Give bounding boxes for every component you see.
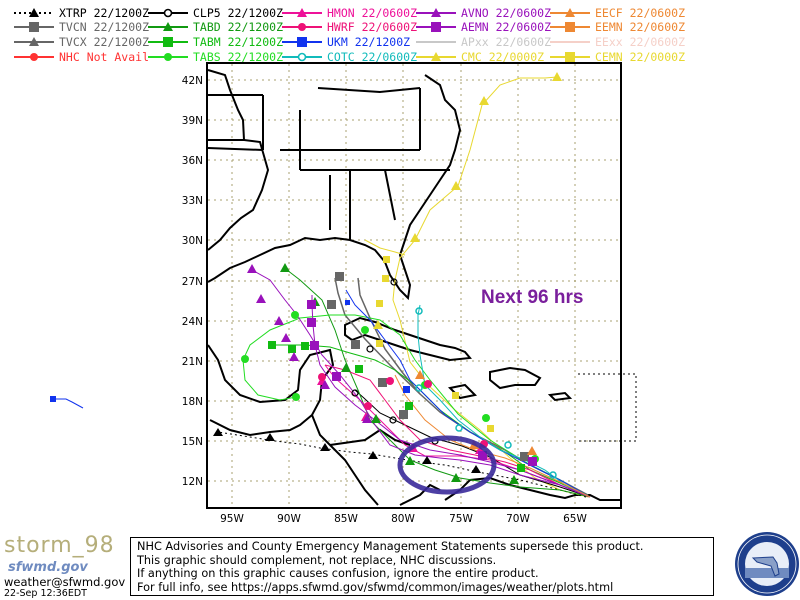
legend-swatch-icon <box>14 8 54 17</box>
lat-label: 18N <box>182 396 203 408</box>
lon-label: 90W <box>277 513 301 525</box>
legend-label: UKM 22/1200Z <box>327 35 411 49</box>
legend-label: EECF 22/0600Z <box>595 6 686 20</box>
legend-item-eecf: EECF 22/0600Z <box>550 6 685 20</box>
legend-swatch-icon <box>14 37 54 46</box>
model-legend: XTRP 22/1200Z TVCN 22/1200Z TVCX 22/1200Z N… <box>0 0 800 64</box>
highlight-ellipse <box>397 435 497 495</box>
legend-swatch-icon <box>550 22 590 32</box>
legend-swatch-icon <box>550 41 590 43</box>
legend-swatch-icon <box>282 37 322 47</box>
lat-label: 27N <box>182 276 203 288</box>
legend-item-apxx: APxx 22/0600Z <box>416 35 551 49</box>
legend-item-tabm: TABM 22/1200Z <box>148 35 283 49</box>
longitude-labels: 95W 90W 85W 80W 75W 70W 65W <box>220 513 587 525</box>
legend-item-aemn: AEMN 22/0600Z <box>416 20 551 34</box>
latitude-labels: 42N 39N 36N 33N 30N 27N 24N 21N 18N 15N 12N <box>182 75 203 488</box>
forecast-window-annotation: Next 96 hrs <box>481 287 584 308</box>
lon-label: 75W <box>449 513 473 525</box>
disclaimer-box: NHC Advisories and County Emergency Mana… <box>130 537 714 596</box>
issue-timestamp: 22-Sep 12:36EDT <box>4 588 87 599</box>
contact-email: weather@sfwmd.gov <box>4 575 126 589</box>
legend-item-tabd: TABD 22/1200Z <box>148 20 283 34</box>
legend-item-eexx: EExx 22/0600Z <box>550 35 685 49</box>
legend-label: TVCX 22/1200Z <box>59 35 150 49</box>
legend-swatch-icon <box>14 22 54 32</box>
legend-label: TABD 22/1200Z <box>193 20 284 34</box>
legend-swatch-icon <box>416 8 456 17</box>
lat-label: 15N <box>182 436 203 448</box>
legend-item-xtrp: XTRP 22/1200Z <box>14 6 149 20</box>
legend-label: HWRF 22/0600Z <box>327 20 418 34</box>
legend-label: NHC Not Avail <box>59 50 150 64</box>
legend-label: APxx 22/0600Z <box>461 35 552 49</box>
legend-label: HMON 22/0600Z <box>327 6 418 20</box>
lat-label: 21N <box>182 356 203 368</box>
region-box <box>578 373 637 442</box>
legend-label: COTC 22/0600Z <box>327 50 418 64</box>
legend-item-eemn: EEMN 22/0600Z <box>550 20 685 34</box>
legend-swatch-icon <box>550 52 590 62</box>
legend-item-ukm: UKM 22/1200Z <box>282 35 410 49</box>
sfwmd-seal-icon <box>735 532 799 596</box>
legend-swatch-icon <box>282 52 322 62</box>
disclaimer-line: This graphic should complement, not repl… <box>137 553 497 567</box>
legend-swatch-icon <box>416 22 456 32</box>
legend-swatch-icon <box>416 41 456 43</box>
legend-item-cemn: CEMN 22/0000Z <box>550 50 685 64</box>
disclaimer-link-line[interactable]: For full info, see https://apps.sfwmd.go… <box>137 580 614 594</box>
lon-label: 95W <box>220 513 244 525</box>
lat-label: 12N <box>182 476 203 488</box>
lat-label: 30N <box>182 235 203 247</box>
lon-label: 70W <box>506 513 530 525</box>
site-logo-text: sfwmd.gov <box>8 560 88 575</box>
lon-label: 85W <box>334 513 358 525</box>
legend-swatch-icon <box>282 23 322 31</box>
legend-label: TABS 22/1200Z <box>193 50 284 64</box>
legend-label: EExx 22/0600Z <box>595 35 686 49</box>
lat-label: 24N <box>182 316 203 328</box>
legend-label: TABM 22/1200Z <box>193 35 284 49</box>
legend-item-hwrf: HWRF 22/0600Z <box>282 20 417 34</box>
storm-id: storm_98 <box>4 533 115 558</box>
legend-label: EEMN 22/0600Z <box>595 20 686 34</box>
lon-label: 65W <box>563 513 587 525</box>
model-tracks <box>217 76 591 498</box>
legend-item-hmon: HMON 22/0600Z <box>282 6 417 20</box>
map-canvas: 42N 39N 36N 33N 30N 27N 24N 21N 18N 15N 12N 95W 90W… <box>50 62 637 525</box>
legend-label: CEMN 22/0000Z <box>595 50 686 64</box>
legend-label: AVNO 22/0600Z <box>461 6 552 20</box>
lon-label: 80W <box>391 513 415 525</box>
legend-item-clp5: CLP5 22/1200Z <box>148 6 283 20</box>
branding-block: storm_98 sfwmd.gov weather@sfwmd.gov 22-… <box>0 533 130 600</box>
legend-item-tvcx: TVCX 22/1200Z <box>14 35 149 49</box>
legend-item-nhc: NHC Not Avail <box>14 50 149 64</box>
legend-swatch-icon <box>148 8 188 18</box>
lat-label: 39N <box>182 115 203 127</box>
legend-label: AEMN 22/0600Z <box>461 20 552 34</box>
legend-item-tabs: TABS 22/1200Z <box>148 50 283 64</box>
legend-label: XTRP 22/1200Z <box>59 6 150 20</box>
disclaimer-line: NHC Advisories and County Emergency Mana… <box>137 540 644 553</box>
legend-label: TVCN 22/1200Z <box>59 20 150 34</box>
legend-swatch-icon <box>148 22 188 31</box>
legend-swatch-icon <box>550 8 590 17</box>
track-map: 42N 39N 36N 33N 30N 27N 24N 21N 18N 15N 12N 95W 90W… <box>0 60 800 530</box>
legend-swatch-icon <box>14 53 54 61</box>
disclaimer-line: If anything on this graphic causes confu… <box>137 567 539 580</box>
lat-label: 33N <box>182 195 203 207</box>
lat-label: 36N <box>182 155 203 167</box>
legend-item-avno: AVNO 22/0600Z <box>416 6 551 20</box>
legend-swatch-icon <box>416 52 456 61</box>
legend-swatch-icon <box>148 37 188 47</box>
legend-label: CLP5 22/1200Z <box>193 6 284 20</box>
legend-swatch-icon <box>148 53 188 61</box>
legend-item-tvcn: TVCN 22/1200Z <box>14 20 149 34</box>
legend-label: CMC 22/0000Z <box>461 50 545 64</box>
legend-item-cotc: COTC 22/0600Z <box>282 50 417 64</box>
legend-swatch-icon <box>282 8 322 17</box>
legend-item-cmc: CMC 22/0000Z <box>416 50 544 64</box>
lat-label: 42N <box>182 75 203 87</box>
